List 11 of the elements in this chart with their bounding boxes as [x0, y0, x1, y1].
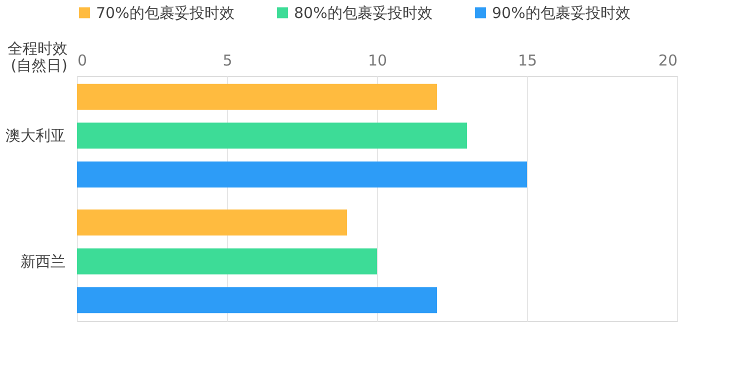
- y-tick-label: 澳大利亚: [6, 126, 66, 145]
- x-tick-label: 0: [78, 52, 88, 70]
- x-tick-label: 15: [518, 52, 538, 70]
- legend-label: 80%的包裹妥投时效: [294, 4, 432, 22]
- x-tick-label: 20: [658, 52, 678, 70]
- x-tick-label: 10: [368, 52, 388, 70]
- legend-label: 90%的包裹妥投时效: [492, 4, 630, 22]
- y-tick-label: 新西兰: [20, 252, 66, 270]
- legend-label: 70%的包裹妥投时效: [96, 4, 234, 22]
- x-axis-title: 全程时效 (自然日): [8, 40, 68, 74]
- x-tick-label: 5: [222, 52, 232, 70]
